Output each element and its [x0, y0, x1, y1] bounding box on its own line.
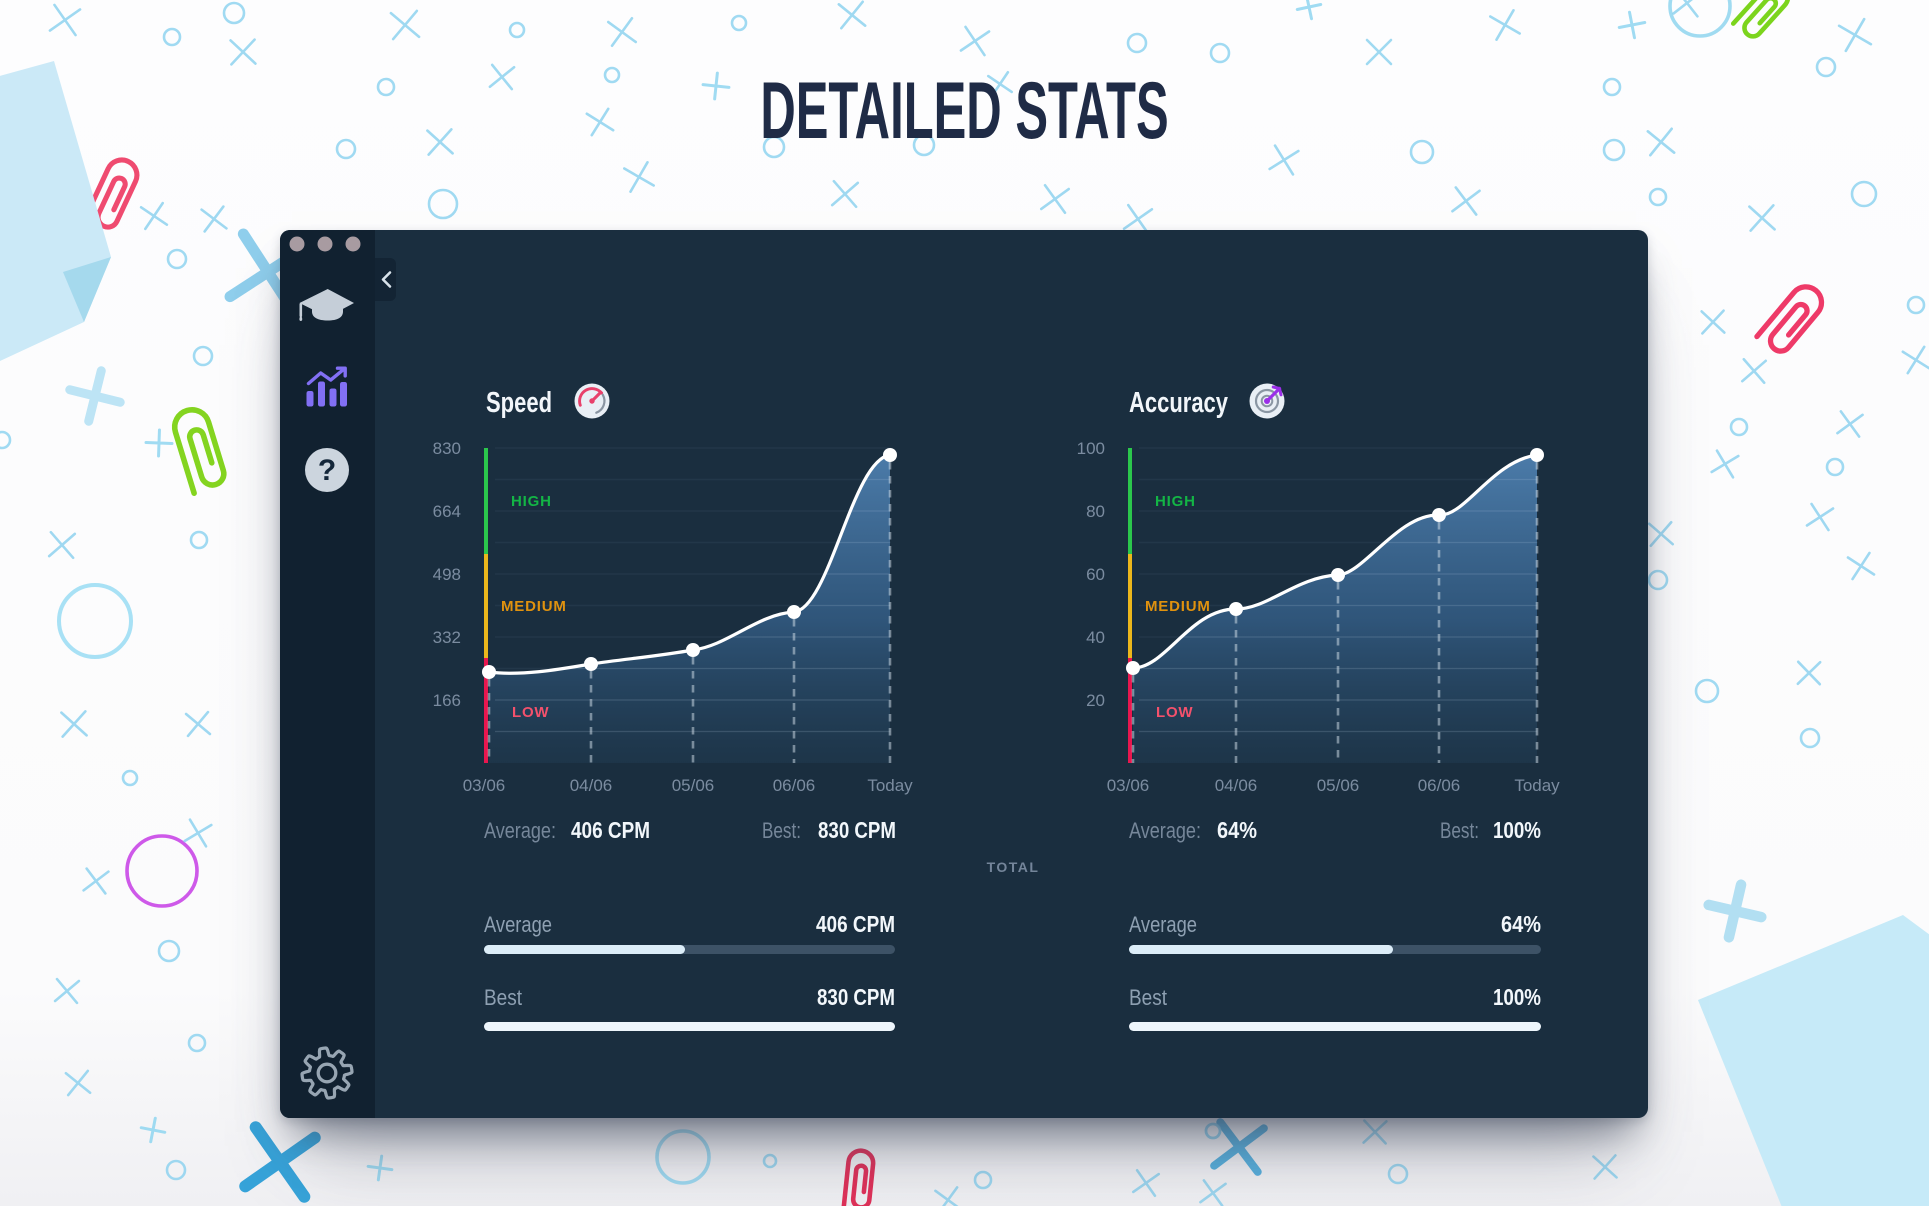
svg-text:Best: Best [1129, 985, 1167, 1010]
svg-text:830: 830 [433, 439, 461, 458]
svg-text:04/06: 04/06 [570, 776, 613, 795]
svg-text:Accuracy: Accuracy [1129, 387, 1228, 419]
svg-text:406 CPM: 406 CPM [816, 911, 895, 937]
svg-text:406 CPM: 406 CPM [571, 817, 650, 843]
svg-text:05/06: 05/06 [672, 776, 715, 795]
svg-text:Average:: Average: [484, 818, 556, 843]
svg-text:664: 664 [433, 502, 461, 521]
svg-text:MEDIUM: MEDIUM [501, 598, 567, 615]
svg-text:64%: 64% [1501, 911, 1541, 937]
svg-text:166: 166 [433, 691, 461, 710]
svg-text:20: 20 [1086, 691, 1105, 710]
svg-text:Best: Best [484, 985, 522, 1010]
svg-text:HIGH: HIGH [511, 493, 552, 510]
svg-text:Today: Today [867, 776, 913, 795]
svg-text:64%: 64% [1217, 817, 1257, 843]
svg-text:06/06: 06/06 [1418, 776, 1461, 795]
svg-text:Best:: Best: [762, 818, 801, 843]
svg-text:?: ? [318, 454, 336, 487]
svg-text:100%: 100% [1493, 817, 1541, 843]
svg-text:Average:: Average: [1129, 818, 1201, 843]
svg-text:03/06: 03/06 [1107, 776, 1150, 795]
svg-text:TOTAL: TOTAL [987, 859, 1040, 875]
svg-text:Today: Today [1514, 776, 1560, 795]
svg-text:60: 60 [1086, 565, 1105, 584]
svg-text:Average: Average [484, 912, 552, 937]
svg-text:80: 80 [1086, 502, 1105, 521]
svg-text:HIGH: HIGH [1155, 493, 1196, 510]
svg-text:830 CPM: 830 CPM [818, 817, 896, 843]
svg-text:Average: Average [1129, 912, 1197, 937]
svg-text:05/06: 05/06 [1317, 776, 1360, 795]
svg-text:332: 332 [433, 628, 461, 647]
svg-text:04/06: 04/06 [1215, 776, 1258, 795]
svg-text:40: 40 [1086, 628, 1105, 647]
svg-text:100%: 100% [1493, 984, 1541, 1010]
svg-text:100: 100 [1077, 439, 1105, 458]
svg-text:498: 498 [433, 565, 461, 584]
svg-text:LOW: LOW [512, 704, 549, 721]
svg-text:LOW: LOW [1156, 704, 1193, 721]
svg-text:830 CPM: 830 CPM [817, 984, 895, 1010]
svg-text:03/06: 03/06 [463, 776, 506, 795]
svg-text:MEDIUM: MEDIUM [1145, 598, 1211, 615]
svg-text:Speed: Speed [486, 387, 552, 419]
svg-text:Best:: Best: [1440, 818, 1479, 843]
svg-text:06/06: 06/06 [773, 776, 816, 795]
